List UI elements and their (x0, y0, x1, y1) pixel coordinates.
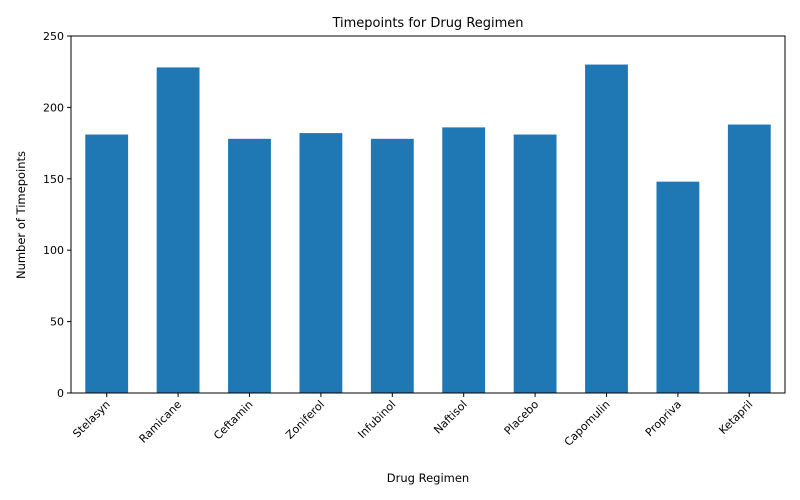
bar-ceftamin (228, 138, 271, 393)
bar-propriva (656, 181, 700, 393)
x-tick-label: Ceftamin (211, 398, 256, 443)
x-tick-label: Naftisol (431, 398, 470, 437)
y-tick-label: 200 (43, 101, 64, 114)
bar-ramicane (156, 67, 200, 393)
y-axis-label: Number of Timepoints (14, 151, 28, 279)
bar-zoniferol (299, 133, 343, 393)
x-tick-label: Propriva (643, 398, 684, 439)
bar-stelasyn (85, 134, 129, 394)
x-tick-label: Zoniferol (283, 398, 327, 442)
y-tick-label: 0 (57, 387, 64, 400)
axes-frame (70, 35, 786, 394)
bar-capomulin (585, 64, 628, 393)
plot-area: 0 50 100 150 200 250 Stelasyn Ramicane Ceftamin Z… (43, 30, 786, 449)
x-tick-label: Ramicane (137, 398, 185, 446)
x-tick-label: Infubinol (355, 398, 398, 441)
y-tick-label: 50 (50, 316, 64, 329)
y-tick-label: 100 (43, 244, 64, 257)
x-tick-label: Placebo (502, 398, 542, 438)
y-tick-label: 150 (43, 173, 64, 186)
bar-infubinol (370, 138, 414, 393)
bar-naftisol (442, 127, 486, 393)
chart-title: Timepoints for Drug Regimen (331, 16, 523, 31)
bar-ketapril (727, 124, 771, 393)
y-tick-label: 250 (43, 30, 64, 43)
x-tick-label: Capomulin (562, 398, 613, 449)
bar-placebo (513, 134, 557, 394)
x-axis-label: Drug Regimen (387, 471, 469, 485)
x-tick-label: Ketapril (716, 398, 755, 437)
x-tick-label: Stelasyn (70, 398, 112, 440)
